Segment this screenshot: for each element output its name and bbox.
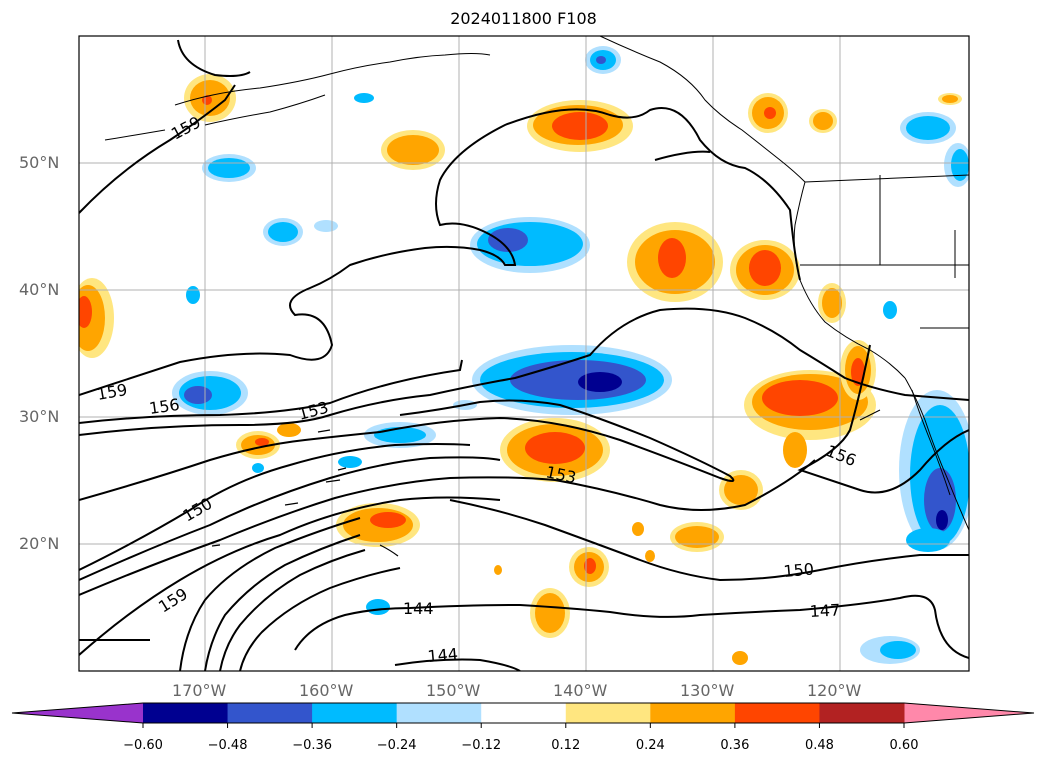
map-title: 2024011800 F108	[450, 9, 597, 28]
colorbar-cell	[565, 703, 651, 723]
positive-anomaly-blob	[381, 130, 445, 170]
colorbar-tick-label: −0.60	[123, 738, 163, 753]
positive-anomaly-blob	[530, 588, 570, 638]
colorbar-tick-label: 0.24	[635, 738, 665, 753]
positive-anomaly-blob	[500, 418, 610, 482]
positive-anomaly-blob	[670, 522, 724, 552]
lat-label: 40°N	[19, 280, 60, 299]
colorbar-min-extend	[12, 703, 143, 723]
coastlines	[104, 36, 969, 531]
colorbar-tick-label: −0.48	[207, 738, 248, 753]
positive-anomaly-blob	[79, 278, 114, 358]
negative-anomaly-blob	[900, 112, 969, 187]
lon-label: 140°W	[553, 681, 608, 700]
positive-anomaly-blob	[730, 240, 800, 300]
colorbar-cell	[396, 703, 482, 723]
colorbar-cell	[143, 703, 229, 723]
colorbar-max-extend	[904, 703, 1034, 723]
colorbar-cell	[481, 703, 567, 723]
positive-anomaly-blob	[627, 222, 723, 302]
contour-label: 144	[427, 644, 459, 666]
lon-label: 160°W	[299, 681, 354, 700]
lat-label: 20°N	[19, 534, 60, 553]
colorbar-cell	[650, 703, 736, 723]
height-contours	[79, 39, 969, 671]
negative-anomaly-blob	[899, 390, 969, 552]
positive-anomaly-blob	[748, 93, 788, 133]
colorbar-tick-label: −0.36	[292, 738, 333, 753]
positive-anomaly-blob	[719, 470, 763, 510]
colorbar-tick-label: 0.48	[804, 738, 834, 753]
positive-anomaly-blob	[744, 340, 876, 468]
lon-label: 130°W	[680, 681, 735, 700]
lon-label: 150°W	[426, 681, 481, 700]
colorbar	[11, 702, 1035, 728]
lon-label: 120°W	[807, 681, 862, 700]
negative-anomaly-blob	[470, 217, 590, 273]
negative-anomaly-blob	[186, 93, 920, 664]
positive-anomaly-blob	[184, 74, 236, 122]
colorbar-cell	[819, 703, 905, 723]
colorbar-cell	[227, 703, 313, 723]
colorbar-cell	[734, 703, 820, 723]
lat-label: 30°N	[19, 407, 60, 426]
positive-anomaly-blob	[809, 109, 837, 133]
positive-anomaly-blob	[494, 93, 962, 665]
negative-anomaly-blob	[202, 154, 256, 182]
anomaly-fill-layer	[79, 46, 969, 665]
colorbar-tick-label: −0.12	[461, 738, 502, 753]
colorbar-tick-label: −0.24	[376, 738, 417, 753]
positive-anomaly-blob	[336, 503, 420, 547]
positive-anomaly-blob	[818, 283, 846, 323]
contour-label: 144	[403, 599, 434, 618]
colorbar-tick-label: 0.60	[889, 738, 919, 753]
contour-label: 156	[148, 395, 181, 418]
contour-label: 147	[809, 600, 840, 621]
lon-label: 170°W	[172, 681, 227, 700]
positive-anomaly-blob	[569, 547, 609, 587]
islands	[211, 429, 399, 557]
negative-anomaly-blob	[263, 218, 338, 246]
graticule	[79, 36, 969, 671]
colorbar-cell	[312, 703, 398, 723]
negative-anomaly-blob	[585, 46, 621, 74]
colorbar-tick-label: 0.36	[720, 738, 750, 753]
lat-label: 50°N	[19, 153, 60, 172]
contour-label: 150	[783, 559, 815, 581]
plot-frame	[78, 35, 970, 672]
negative-anomaly-blob	[172, 371, 248, 415]
positive-anomaly-blob	[527, 100, 633, 152]
colorbar-tick-label: 0.12	[551, 738, 581, 753]
